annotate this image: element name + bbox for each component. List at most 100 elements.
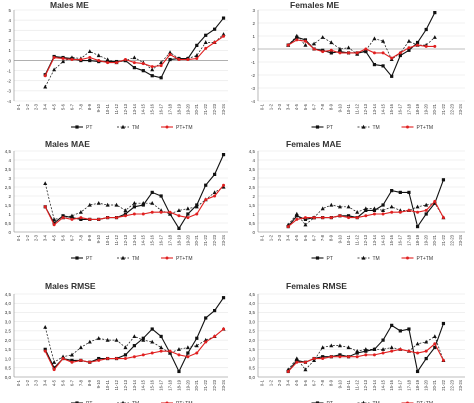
x-tick-label: 7-8 [78, 379, 83, 386]
x-tick-label: 7-8 [320, 234, 325, 241]
series-line-tm [287, 35, 436, 60]
data-point-pt-tm [88, 360, 92, 364]
data-point-tm [320, 206, 325, 211]
legend-marker [75, 256, 79, 260]
data-point-tm [312, 41, 317, 46]
data-point-pt [186, 351, 190, 355]
data-point-pt-tm [416, 43, 420, 47]
data-point-tm [78, 345, 83, 350]
x-tick-label: 2-3 [34, 234, 39, 241]
data-point-tm [96, 336, 101, 340]
x-tick-label: 3-4 [286, 379, 291, 386]
x-tick-label: 15-16 [389, 103, 394, 114]
data-point-tm [381, 39, 386, 43]
data-point-pt-tm [150, 65, 154, 69]
y-tick-label: 0,5 [249, 366, 256, 371]
x-tick-label: 11-12 [114, 234, 119, 245]
data-point-pt-tm [97, 59, 101, 63]
y-tick-label: 4,0 [249, 301, 256, 306]
data-point-pt [424, 356, 428, 361]
y-tick-label: 3 [252, 8, 255, 13]
legend-marker [165, 256, 169, 260]
legend-label: TM [132, 401, 139, 403]
data-point-tm [105, 202, 110, 207]
data-point-pt-tm [70, 217, 74, 221]
y-tick-label: 0,0 [249, 375, 256, 380]
data-point-pt-tm [312, 47, 316, 51]
data-point-pt-tm [88, 56, 92, 60]
data-point-tm [294, 356, 299, 361]
x-tick-label: 20-21 [432, 103, 437, 114]
x-tick-label: 12-13 [123, 234, 128, 245]
x-tick-label: 15-16 [150, 234, 155, 245]
data-point-tm [194, 53, 199, 58]
x-tick-label: 0-1 [260, 234, 265, 241]
x-tick-label: 7-8 [320, 103, 325, 110]
x-tick-label: 9-10 [96, 234, 101, 243]
x-tick-label: 10-11 [346, 234, 351, 245]
x-tick-label: 11-12 [355, 103, 360, 114]
x-tick-label: 15-16 [389, 379, 394, 390]
data-point-pt-tm [355, 355, 359, 359]
data-point-pt [150, 190, 154, 194]
chart-title: Females RMSE [286, 281, 347, 291]
series-pt-tm [286, 342, 445, 373]
data-point-tm [432, 334, 437, 339]
data-point-tm [168, 50, 173, 55]
legend-marker [315, 125, 320, 129]
data-point-pt [141, 69, 145, 73]
data-point-pt-tm [407, 208, 411, 212]
data-point-pt [195, 336, 199, 340]
x-tick-label: 5-6 [60, 234, 65, 241]
data-point-pt-tm [441, 216, 445, 220]
data-point-pt-tm [141, 212, 145, 216]
x-tick-label: 19-20 [424, 103, 429, 114]
data-point-pt-tm [381, 51, 385, 55]
data-point-tm [141, 201, 146, 205]
data-point-pt-tm [433, 342, 437, 346]
data-point-pt-tm [132, 61, 136, 65]
data-point-pt [415, 40, 420, 45]
legend-item-pt-tm: PT+TM [401, 256, 433, 262]
x-tick-label: 4-5 [294, 234, 299, 241]
y-tick-label: 4,5 [249, 292, 256, 297]
y-tick-label: 2,5 [249, 329, 256, 334]
y-tick-label: 1,0 [5, 356, 12, 361]
x-tick-label: 10-11 [105, 103, 110, 114]
data-point-tm [114, 337, 119, 342]
data-point-pt [213, 309, 217, 313]
legend-label: PT [86, 401, 92, 403]
x-tick-label: 22-23 [212, 234, 217, 245]
data-point-pt-tm [295, 360, 299, 364]
data-point-pt [177, 226, 181, 230]
legend-item-tm: TM [357, 400, 380, 403]
y-tick-label: 0,5 [249, 221, 256, 226]
data-point-tm [372, 36, 377, 41]
data-point-tm [389, 204, 394, 209]
y-tick-label: 3,5 [249, 167, 256, 172]
x-tick-label: 17-18 [167, 103, 172, 114]
x-tick-label: 23-24 [221, 379, 226, 390]
x-tick-label: 3-4 [286, 103, 291, 110]
y-tick-label: 3,5 [5, 167, 12, 172]
data-point-pt-tm [390, 349, 394, 353]
legend-item-pt: PT [311, 401, 333, 403]
data-point-tm [87, 339, 92, 344]
x-tick-label: 15-16 [389, 234, 394, 245]
x-tick-label: 21-22 [203, 103, 208, 114]
data-point-tm [424, 202, 429, 207]
data-point-pt [52, 221, 56, 225]
data-point-pt-tm [213, 40, 217, 44]
data-point-pt-tm [150, 351, 154, 355]
y-tick-label: 0 [252, 47, 255, 52]
x-tick-label: 19-20 [424, 379, 429, 390]
data-point-pt [407, 190, 411, 194]
x-tick-label: 0-1 [16, 379, 21, 386]
data-point-pt-tm [303, 360, 307, 364]
x-tick-label: 16-17 [159, 234, 164, 245]
data-point-tm [185, 206, 190, 211]
data-point-pt-tm [195, 212, 199, 216]
y-tick-label: 4,5 [249, 149, 256, 154]
data-point-tm [346, 345, 351, 350]
